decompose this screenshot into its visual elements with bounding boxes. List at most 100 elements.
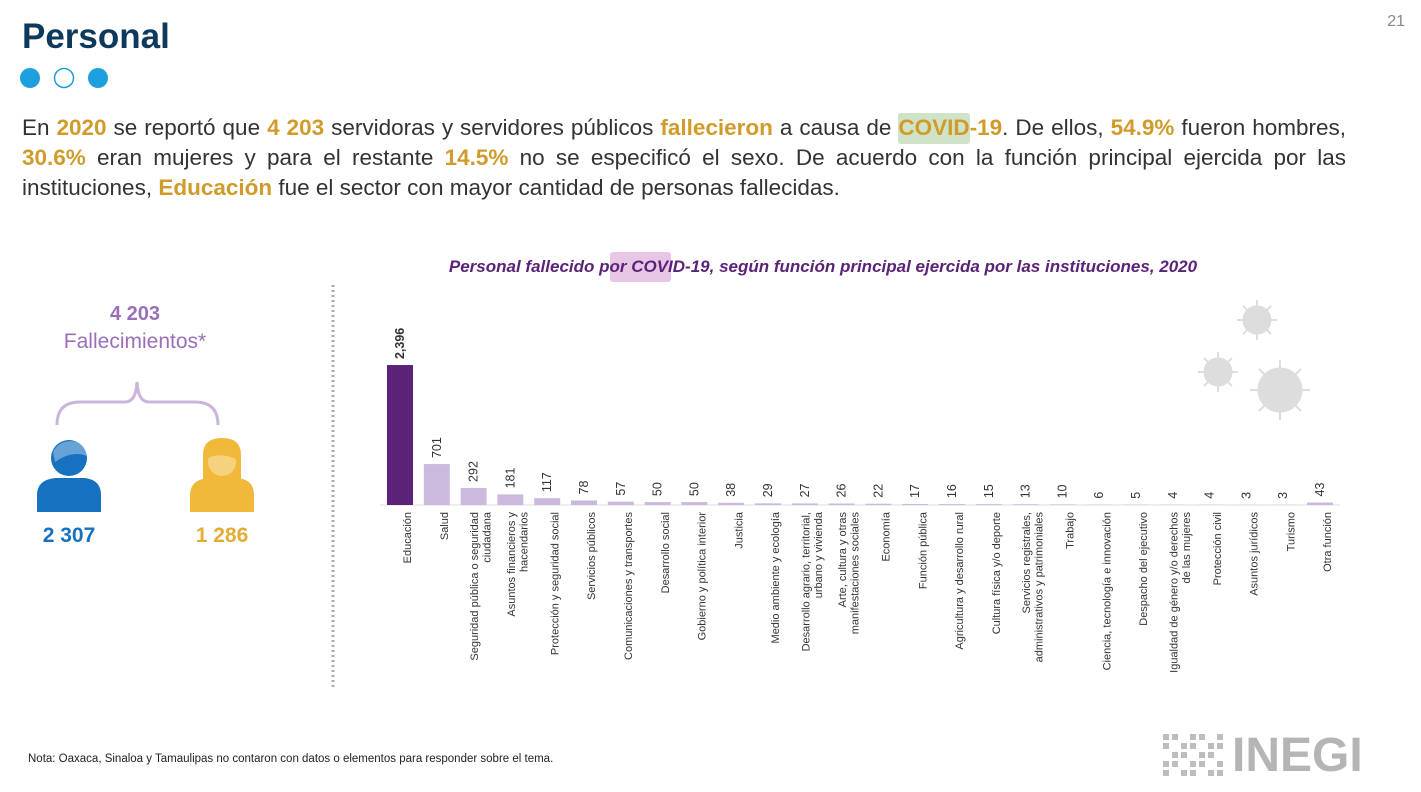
total: 4 203 <box>110 303 160 325</box>
value-label: 13 <box>1019 484 1033 498</box>
value-label: 27 <box>798 483 812 497</box>
value-label: 3 <box>1276 492 1290 499</box>
virus-decoration <box>1198 300 1310 420</box>
logo-dot <box>1199 752 1205 758</box>
value-label: 22 <box>871 484 885 498</box>
value-label: 701 <box>430 437 444 458</box>
logo-dot <box>1199 761 1205 767</box>
bar <box>497 494 524 505</box>
page-number: 21 <box>1387 13 1405 30</box>
bar <box>902 504 929 505</box>
logo-dot <box>1163 770 1169 776</box>
chart-title: Personal fallecido por COVID-19, según f… <box>449 257 1198 276</box>
value-label: 57 <box>614 482 628 496</box>
logo-dot <box>1172 761 1178 767</box>
x-tick-label: Asuntos jurídicos <box>1249 512 1261 596</box>
logo-dot <box>1217 743 1223 749</box>
bar <box>460 487 487 505</box>
bar <box>975 504 1002 505</box>
x-tick-label: Servicios públicos <box>586 512 598 601</box>
value-label: 2,396 <box>393 328 407 359</box>
logo-dot <box>1217 770 1223 776</box>
bar <box>791 503 818 505</box>
logo-mark <box>1163 734 1223 776</box>
value-label: 29 <box>761 483 775 497</box>
bar <box>607 501 634 505</box>
highlight-text: fallecieron <box>660 115 773 140</box>
women-count: 1 286 <box>196 524 249 547</box>
x-tick-label: Cultura física y/o deporte <box>991 512 1003 634</box>
x-tick-label: Despacho del ejecutivo <box>1138 512 1150 626</box>
bar <box>423 464 450 505</box>
men-count: 2 307 <box>43 524 96 547</box>
bar <box>865 503 892 505</box>
dot <box>88 68 108 88</box>
bar <box>1307 502 1333 505</box>
logo-dot <box>1181 770 1187 776</box>
logo: INEGI <box>1232 729 1363 782</box>
text: se reportó que <box>106 115 268 140</box>
value-label: 26 <box>835 484 849 498</box>
value-label: 16 <box>945 484 959 498</box>
text: servidoras y servidores públicos <box>324 115 661 140</box>
x-tick-label: Medio ambiente y ecología <box>770 511 782 643</box>
x-tick-label: Otra función <box>1322 512 1334 572</box>
bar <box>939 504 965 505</box>
x-tick-label: Salud <box>439 512 451 540</box>
logo-dot <box>1172 734 1178 740</box>
bar <box>644 502 671 505</box>
bar <box>1049 504 1076 505</box>
logo-dot <box>1190 743 1196 749</box>
highlight-text: 4 203 <box>267 115 325 140</box>
logo-dot <box>1172 752 1178 758</box>
x-tick-label: Justicia <box>733 511 745 549</box>
text: . De ellos, <box>1002 115 1111 140</box>
bar <box>1012 504 1039 505</box>
highlight-text: 14.5% <box>444 145 509 170</box>
highlight-text: 2020 <box>56 115 107 140</box>
woman-icon <box>190 438 254 512</box>
logo-dot <box>1181 752 1187 758</box>
x-tick-label: Gobierno y política interior <box>697 512 709 641</box>
text: eran mujeres y para el restante <box>85 145 445 170</box>
brace <box>55 381 220 426</box>
value-label: 38 <box>724 483 738 497</box>
value-label: 4 <box>1166 492 1180 499</box>
bar <box>387 365 413 505</box>
value-label: 43 <box>1313 483 1327 497</box>
x-tick-label: Protección civil <box>1212 512 1224 585</box>
x-tick-label: Función pública <box>917 511 929 589</box>
total-label: Fallecimientos* <box>64 330 206 353</box>
text: fueron hombres, <box>1174 115 1346 140</box>
x-tick-label: Turismo <box>1285 512 1297 551</box>
x-tick-label: Asuntos financieros yhacendarios <box>506 512 531 617</box>
dot <box>20 68 40 88</box>
value-label: 4 <box>1203 492 1217 499</box>
logo-dot <box>1217 761 1223 767</box>
logo-dot <box>1190 734 1196 740</box>
value-label: 181 <box>503 468 517 489</box>
man-icon <box>37 440 101 512</box>
highlight-text: -19 <box>969 115 1003 140</box>
note: Nota: Oaxaca, Sinaloa y Tamaulipas no co… <box>28 753 553 765</box>
logo-dot <box>1181 743 1187 749</box>
value-label: 10 <box>1055 484 1069 498</box>
value-label: 15 <box>982 484 996 498</box>
logo-dot <box>1208 770 1214 776</box>
x-tick-label: Desarrollo social <box>660 512 672 593</box>
x-tick-label: Economía <box>881 511 893 561</box>
value-label: 6 <box>1092 492 1106 499</box>
logo-dot <box>1163 734 1169 740</box>
logo-dot <box>1208 743 1214 749</box>
highlight-text: 54.9% <box>1110 115 1175 140</box>
x-tick-label: Arte, cultura y otrasmanifestaciones soc… <box>837 512 862 635</box>
highlight-text: Educación <box>158 175 273 200</box>
text: no se especificó el sexo. De acuerdo con… <box>22 145 1346 200</box>
highlight-text: COVID <box>898 113 970 144</box>
bar <box>571 500 597 505</box>
x-tick-label: Agricultura y desarrollo rural <box>954 512 966 650</box>
x-tick-label: Ciencia, tecnología e innovación <box>1101 512 1113 670</box>
logo-dot <box>1163 761 1169 767</box>
